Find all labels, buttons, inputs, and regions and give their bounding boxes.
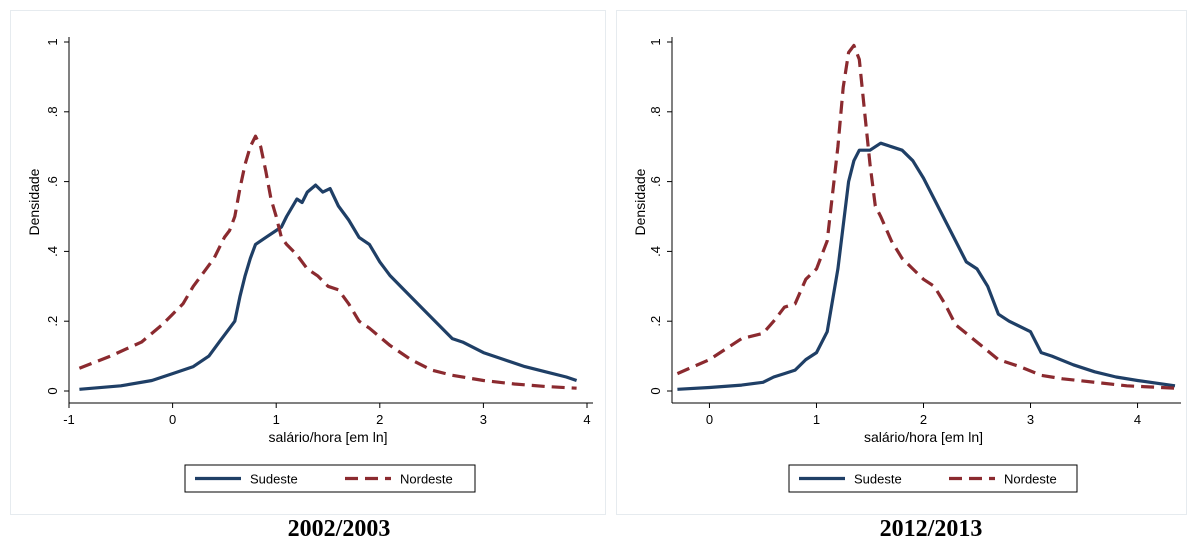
chart-title-2012-2013: 2012/2013	[879, 516, 983, 542]
chart-panel-2012-2013: 0 .2 .4 .6 .8 1 0 1 2 3 4 salário/hora [em ln] Densi…	[616, 10, 1187, 515]
y-tick-label: .2	[648, 316, 663, 327]
legend-label-nordeste: Nordeste	[400, 472, 453, 487]
x-tick-label: -1	[63, 412, 75, 427]
x-tick-label: 3	[1027, 412, 1034, 427]
density-chart-2012-2013: 0 .2 .4 .6 .8 1 0 1 2 3 4 salário/hora [em ln] Densi…	[632, 37, 1181, 493]
legend-label-sudeste: Sudeste	[854, 472, 902, 487]
y-tick-label: 0	[45, 387, 60, 394]
y-tick-label: .6	[648, 176, 663, 187]
x-tick-label: 3	[480, 412, 487, 427]
y-tick-label: 1	[45, 38, 60, 45]
y-tick-label: .2	[45, 316, 60, 327]
x-tick-label: 2	[376, 412, 383, 427]
y-axis-title: Densidade	[26, 168, 42, 235]
chart-panel-2002-2003: 0 .2 .4 .6 .8 1 -1 0 1 2 3 4 salário/hora [em ln] Den…	[10, 10, 606, 515]
x-tick-label: 1	[273, 412, 280, 427]
x-axis-title: salário/hora [em ln]	[864, 429, 983, 445]
x-tick-label: 0	[169, 412, 176, 427]
y-tick-label: 0	[648, 387, 663, 394]
chart-title-2002-2003: 2002/2003	[287, 516, 391, 542]
y-tick-label: .8	[45, 106, 60, 117]
x-axis-title: salário/hora [em ln]	[268, 429, 387, 445]
y-tick-label: 1	[648, 38, 663, 45]
series-line-sudeste	[677, 141, 1176, 391]
x-tick-label: 4	[1134, 412, 1141, 427]
series-line-nordeste	[78, 134, 577, 390]
y-tick-label: .8	[648, 106, 663, 117]
series-line-sudeste	[79, 183, 578, 391]
legend-label-sudeste: Sudeste	[250, 472, 298, 487]
legend-label-nordeste: Nordeste	[1004, 472, 1057, 487]
series-line-nordeste	[676, 43, 1176, 390]
x-tick-label: 2	[920, 412, 927, 427]
x-tick-label: 1	[813, 412, 820, 427]
y-axis-title: Densidade	[632, 168, 648, 235]
x-tick-label: 0	[706, 412, 713, 427]
y-tick-label: .4	[45, 246, 60, 257]
x-tick-label: 4	[583, 412, 590, 427]
y-tick-label: .4	[648, 246, 663, 257]
y-tick-label: .6	[45, 176, 60, 187]
density-chart-2002-2003: 0 .2 .4 .6 .8 1 -1 0 1 2 3 4 salário/hora [em ln] Den…	[26, 37, 593, 493]
